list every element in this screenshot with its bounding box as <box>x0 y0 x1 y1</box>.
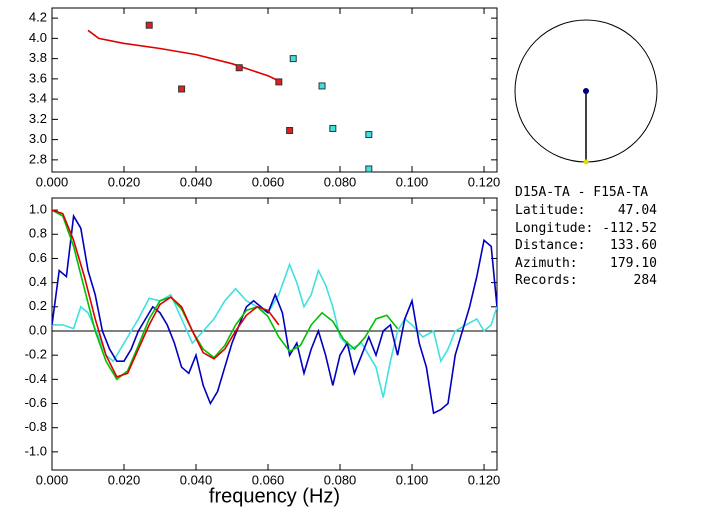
y-tick-label: -0.4 <box>25 371 47 386</box>
y-tick-label: 2.8 <box>29 151 47 166</box>
info-label: Longitude: <box>515 220 594 236</box>
point <box>329 124 337 132</box>
x-tick-label: 0.080 <box>324 472 357 487</box>
y-tick-label: 3.4 <box>29 91 47 106</box>
x-tick-label: 0.080 <box>324 174 357 189</box>
x-tick-label: 0.020 <box>108 174 141 189</box>
y-tick-label: 0.8 <box>29 226 47 241</box>
point <box>365 165 373 173</box>
info-value: 284 <box>633 273 657 289</box>
y-tick-label: 0.0 <box>29 322 47 337</box>
x-tick-label: 0.040 <box>180 174 213 189</box>
info-label: Records: <box>515 273 578 289</box>
info-label: Latitude: <box>515 203 586 218</box>
x-tick-label: 0.000 <box>36 472 69 487</box>
y-tick-label: 4.0 <box>29 30 47 45</box>
series-line <box>52 209 280 378</box>
x-tick-label: 0.020 <box>108 472 141 487</box>
point <box>365 131 373 139</box>
series-line <box>52 209 399 381</box>
info-value: -112.52 <box>602 220 657 236</box>
plot-frame <box>51 7 498 173</box>
point <box>145 21 153 29</box>
x-tick-label: 0.100 <box>396 174 429 189</box>
station-dot <box>583 88 589 94</box>
y-tick-label: -1.0 <box>25 443 47 458</box>
info-value: 133.60 <box>610 238 657 254</box>
info-value: 47.04 <box>617 203 657 218</box>
x-tick-label: 0.060 <box>252 472 285 487</box>
series-line <box>52 262 497 398</box>
info-label: Distance: <box>515 238 586 254</box>
point <box>235 64 243 72</box>
point <box>275 78 283 86</box>
y-tick-label: 3.2 <box>29 111 47 126</box>
x-tick-label: 0.100 <box>396 472 429 487</box>
y-tick-label: 1.0 <box>29 202 47 217</box>
plot-frame <box>51 197 498 471</box>
x-tick-label: 0.120 <box>468 174 501 189</box>
info-title: D15A-TA - F15A-TA <box>515 185 649 200</box>
series-line <box>87 29 280 82</box>
y-tick-label: 0.4 <box>29 274 47 289</box>
y-tick-label: 3.6 <box>29 70 47 85</box>
info-value: 179.10 <box>610 255 657 271</box>
x-tick-label: 0.120 <box>468 472 501 487</box>
source-dot <box>583 159 589 165</box>
x-tick-label: 0.040 <box>180 472 213 487</box>
point <box>286 126 294 134</box>
y-tick-label: 4.2 <box>29 10 47 25</box>
y-tick-label: 0.2 <box>29 298 47 313</box>
y-tick-label: 3.8 <box>29 50 47 65</box>
y-tick-label: 3.0 <box>29 131 47 146</box>
x-axis-label: frequency (Hz) <box>209 485 340 507</box>
point <box>178 85 186 93</box>
y-tick-label: -0.6 <box>25 395 47 410</box>
point <box>289 55 297 63</box>
y-tick-label: -0.2 <box>25 347 47 362</box>
point <box>318 82 326 90</box>
y-tick-label: 0.6 <box>29 250 47 265</box>
series-line <box>52 213 497 415</box>
y-tick-label: -0.8 <box>25 419 47 434</box>
info-label: Azimuth: <box>515 255 578 271</box>
x-tick-label: 0.000 <box>36 174 69 189</box>
x-tick-label: 0.060 <box>252 174 285 189</box>
